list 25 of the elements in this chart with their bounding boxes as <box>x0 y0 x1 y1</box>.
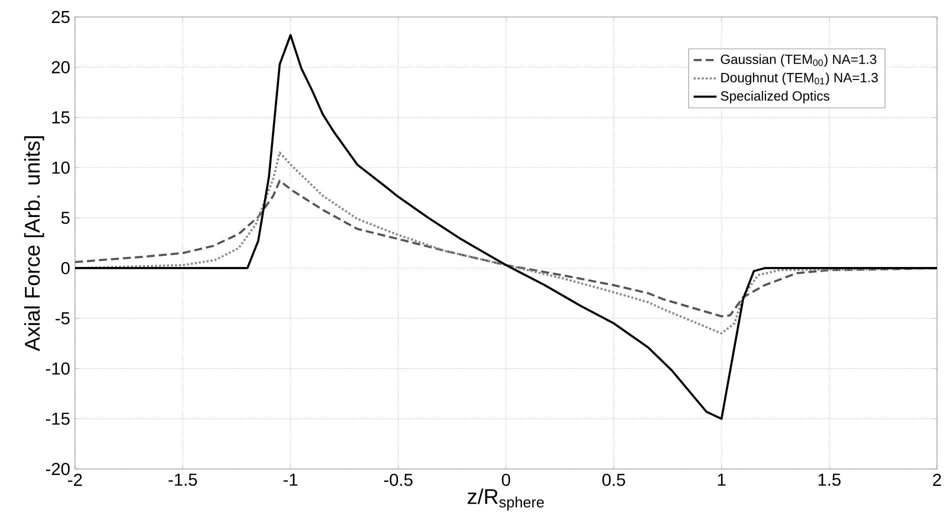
y-tick-label: 0 <box>61 262 70 274</box>
x-tick-label: -1.5 <box>168 474 197 486</box>
y-tick-label: 15 <box>52 111 70 124</box>
y-tick-label: -10 <box>46 362 70 375</box>
x-tick-label: 1 <box>718 474 726 486</box>
legend-label: Specialized Optics <box>720 90 830 104</box>
legend-label: Doughnut (TEM$_{01}$) NA=1.3 <box>721 72 878 85</box>
x-axis-title: z/R$_{sphere}$ <box>468 488 544 510</box>
y-tick-label: 25 <box>52 10 70 24</box>
x-tick-label: -2 <box>68 474 82 486</box>
x-tick-label: 0.5 <box>602 474 626 486</box>
x-tick-label: -0.5 <box>384 474 412 486</box>
y-tick-label: -5 <box>56 312 70 324</box>
y-tick-label: -20 <box>46 462 70 476</box>
x-tick-label: 2 <box>933 474 941 486</box>
y-axis-title: Axial Force [Arb. units] <box>24 136 44 352</box>
y-tick-label: -15 <box>46 412 70 425</box>
line-series <box>75 34 938 420</box>
x-tick-label: -1 <box>284 474 298 486</box>
x-tick-label: 1.5 <box>818 474 841 486</box>
x-tick-label: 0 <box>502 474 510 486</box>
y-tick-label: 20 <box>52 61 70 74</box>
legend-label: Gaussian (TEM$_{00}$) NA=1.3 <box>720 54 876 67</box>
y-tick-label: 10 <box>52 162 70 174</box>
y-tick-label: 5 <box>61 212 70 224</box>
